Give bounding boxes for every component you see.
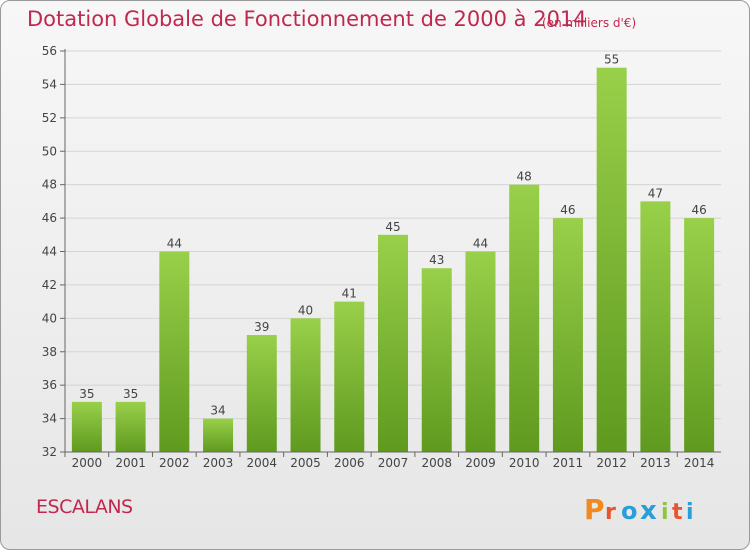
x-tick-label: 2007 bbox=[378, 456, 409, 470]
commune-name: ESCALANS bbox=[36, 496, 133, 518]
y-tick-label: 36 bbox=[42, 378, 57, 392]
bar bbox=[203, 418, 234, 452]
y-tick-label: 48 bbox=[42, 178, 57, 192]
data-label: 40 bbox=[298, 303, 313, 317]
x-tick-label: 2009 bbox=[465, 456, 496, 470]
y-tick-label: 38 bbox=[42, 345, 57, 359]
logo-letter: i bbox=[686, 500, 694, 525]
logo-letter: i bbox=[661, 500, 669, 525]
logo-letter: r bbox=[605, 500, 616, 525]
y-tick-label: 40 bbox=[42, 311, 57, 325]
logo-letter: o bbox=[621, 497, 638, 525]
x-tick-label: 2000 bbox=[72, 456, 103, 470]
x-tick-label: 2012 bbox=[596, 456, 627, 470]
data-label: 44 bbox=[167, 237, 182, 251]
bar bbox=[421, 268, 452, 452]
bar bbox=[378, 234, 408, 452]
x-tick-label: 2011 bbox=[553, 456, 584, 470]
y-tick-label: 44 bbox=[42, 245, 57, 259]
y-tick-label: 50 bbox=[42, 144, 57, 158]
data-label: 41 bbox=[342, 287, 357, 301]
logo-letter: P bbox=[584, 493, 605, 525]
data-label: 44 bbox=[473, 237, 488, 251]
x-tick-label: 2013 bbox=[640, 456, 671, 470]
x-tick-label: 2005 bbox=[290, 456, 321, 470]
bar bbox=[115, 401, 146, 452]
y-tick-label: 54 bbox=[42, 77, 57, 91]
data-label: 46 bbox=[691, 203, 706, 217]
bar bbox=[334, 301, 365, 452]
y-tick-label: 46 bbox=[42, 211, 57, 225]
data-label: 35 bbox=[123, 387, 138, 401]
data-label: 48 bbox=[517, 170, 532, 184]
bar bbox=[246, 335, 277, 452]
logo-letter: x bbox=[640, 496, 657, 525]
x-tick-label: 2003 bbox=[203, 456, 234, 470]
bar bbox=[159, 251, 190, 452]
data-label: 34 bbox=[210, 404, 225, 418]
data-label: 43 bbox=[429, 253, 444, 267]
bar bbox=[71, 401, 102, 452]
bar bbox=[640, 201, 671, 452]
bar bbox=[509, 184, 540, 452]
x-tick-label: 2014 bbox=[684, 456, 715, 470]
y-tick-label: 52 bbox=[42, 111, 57, 125]
data-label: 55 bbox=[604, 53, 619, 67]
x-tick-label: 2006 bbox=[334, 456, 365, 470]
unit-label: (en milliers d'€) bbox=[542, 16, 637, 30]
y-tick-label: 56 bbox=[42, 44, 57, 58]
data-label: 47 bbox=[648, 186, 663, 200]
data-label: 45 bbox=[385, 220, 400, 234]
bar bbox=[552, 218, 583, 452]
data-label: 46 bbox=[560, 203, 575, 217]
y-tick-label: 34 bbox=[42, 412, 57, 426]
x-tick-label: 2010 bbox=[509, 456, 540, 470]
y-tick-label: 32 bbox=[42, 445, 57, 459]
logo-letter: t bbox=[672, 500, 683, 525]
chart-title: Dotation Globale de Fonctionnement de 20… bbox=[27, 7, 587, 31]
y-tick-label: 42 bbox=[42, 278, 57, 292]
bar bbox=[465, 251, 496, 452]
bar bbox=[290, 318, 321, 452]
x-tick-label: 2002 bbox=[159, 456, 190, 470]
x-tick-label: 2004 bbox=[247, 456, 278, 470]
data-label: 39 bbox=[254, 320, 269, 334]
bar bbox=[596, 67, 627, 452]
bar bbox=[684, 218, 715, 452]
x-tick-label: 2001 bbox=[115, 456, 146, 470]
x-tick-label: 2008 bbox=[421, 456, 452, 470]
data-label: 35 bbox=[79, 387, 94, 401]
